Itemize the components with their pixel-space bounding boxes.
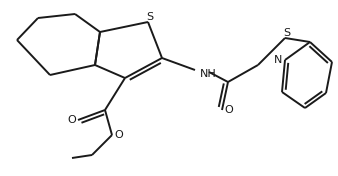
Text: S: S [146, 12, 153, 22]
Text: N: N [274, 55, 282, 65]
Text: NH: NH [200, 69, 217, 79]
Text: S: S [284, 28, 291, 38]
Text: O: O [115, 130, 123, 140]
Text: O: O [225, 105, 233, 115]
Text: O: O [68, 115, 76, 125]
